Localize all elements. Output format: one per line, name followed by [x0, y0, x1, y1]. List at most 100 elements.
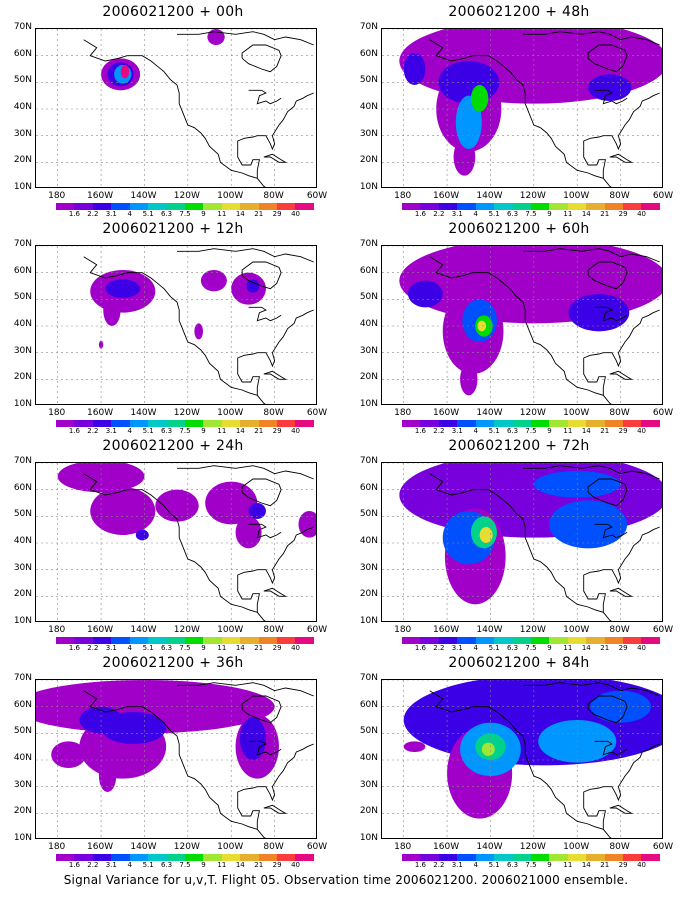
colorbar-swatch: [277, 203, 296, 210]
lat-tick-label: 70N: [359, 456, 378, 466]
lat-tick-label: 20N: [13, 806, 32, 817]
colorbar-label: 40: [637, 210, 647, 218]
colorbar: [402, 420, 660, 427]
colorbar-label: 29: [272, 210, 282, 218]
colorbar-label: 29: [618, 427, 628, 435]
colorbar-label: 9: [201, 644, 206, 652]
map-plot-area: [35, 462, 317, 622]
panel-title: 2006021200 + 72h: [448, 438, 590, 454]
colorbar-swatch: [420, 637, 439, 644]
colorbar-label: 3.1: [451, 861, 463, 869]
colorbar-swatch: [586, 203, 605, 210]
coastline: [263, 370, 288, 380]
colorbar-swatch: [129, 420, 149, 427]
colorbar-label: 29: [618, 210, 628, 218]
map-panel: 2006021200 + 12h 10N 20N 30N 40N 50N 60N 70N 180…: [0, 217, 346, 435]
colorbar-label: 1.6: [414, 861, 426, 869]
variance-contour: [207, 29, 225, 45]
colorbar-label: 21: [600, 427, 610, 435]
colorbar: [56, 637, 314, 644]
variance-contour: [205, 481, 258, 525]
colorbar-swatch: [530, 203, 550, 210]
variance-contour: [103, 294, 121, 326]
coastline: [609, 370, 634, 380]
lat-tick-label: 60N: [359, 265, 378, 276]
panel-grid: 2006021200 + 00h 10N 20N 30N 40N 50N 60N 70N 180…: [0, 4, 673, 869]
colorbar-label: 40: [637, 644, 647, 652]
colorbar-label: 4: [473, 644, 478, 652]
colorbar-label: 1.6: [68, 210, 80, 218]
colorbar-label: 14: [235, 644, 245, 652]
lat-tick-label: 60N: [13, 265, 32, 276]
lat-tick-label: 20N: [359, 372, 378, 383]
colorbar-label: 4: [127, 427, 132, 435]
variance-contour: [235, 516, 262, 549]
variance-contour: [239, 717, 266, 760]
colorbar-swatch: [148, 854, 167, 861]
panel-title: 2006021200 + 00h: [102, 4, 244, 20]
colorbar-swatch: [549, 420, 568, 427]
colorbar-label: 5.1: [488, 644, 500, 652]
lat-tick-label: 30N: [359, 345, 378, 356]
colorbar-label: 11: [217, 210, 227, 218]
variance-contour: [568, 294, 630, 332]
colorbar-swatch: [221, 854, 241, 861]
lon-tick-label: 120W: [519, 842, 546, 852]
colorbar-swatch: [184, 854, 204, 861]
colorbar-label: 11: [563, 427, 573, 435]
lat-tick-label: 10N: [13, 182, 32, 192]
colorbar-label: 21: [254, 861, 264, 869]
map-canvas: [382, 680, 662, 838]
lat-tick-label: 40N: [13, 536, 32, 546]
colorbar-label: 11: [563, 210, 573, 218]
map-canvas: [382, 463, 662, 621]
coastline: [583, 363, 606, 396]
lat-tick-label: 70N: [13, 673, 32, 683]
colorbar-label: 21: [600, 210, 610, 218]
colorbar-label: 14: [581, 861, 591, 869]
colorbar-label: 7.5: [525, 427, 537, 435]
colorbar-swatch: [203, 637, 222, 644]
coastline: [237, 92, 314, 151]
colorbar-swatch: [277, 854, 296, 861]
map-plot-area: [381, 679, 663, 839]
colorbar-label: 11: [217, 644, 227, 652]
colorbar-label: 40: [637, 427, 647, 435]
lon-tick-label: 60W: [306, 842, 328, 852]
colorbar-swatch: [221, 420, 241, 427]
colorbar-label: 21: [600, 644, 610, 652]
colorbar-label: 3.1: [105, 210, 117, 218]
colorbar-label: 1.6: [68, 427, 80, 435]
colorbar-label: 7.5: [525, 861, 537, 869]
variance-contour: [470, 85, 489, 112]
colorbar-swatch: [203, 420, 222, 427]
lon-tick-label: 120W: [173, 625, 200, 635]
lon-tick-label: 160W: [433, 842, 460, 852]
colorbar-swatch: [604, 854, 624, 861]
lat-tick-label: 40N: [359, 319, 378, 329]
variance-contour: [90, 487, 156, 535]
colorbar-swatch: [586, 854, 605, 861]
lon-tick-label: 80W: [609, 842, 630, 852]
lon-tick-label: 140W: [130, 842, 157, 852]
colorbar-swatch: [166, 420, 185, 427]
colorbar-swatch: [295, 203, 314, 210]
map-canvas: [382, 29, 662, 187]
lon-tick-label: 60W: [306, 191, 328, 201]
colorbar-swatch: [203, 203, 222, 210]
lat-tick-label: 60N: [359, 48, 378, 59]
lat-tick-label: 20N: [13, 155, 32, 166]
colorbar-swatch: [438, 854, 458, 861]
colorbar-swatch: [166, 854, 185, 861]
colorbar-label: 3.1: [451, 210, 463, 218]
colorbar-swatch: [604, 420, 624, 427]
lat-tick-label: 10N: [359, 616, 378, 626]
coastline: [83, 256, 266, 404]
colorbar-label: 9: [201, 427, 206, 435]
colorbar-swatch: [641, 203, 660, 210]
colorbar-label: 2.2: [87, 861, 99, 869]
colorbar-swatch: [567, 854, 587, 861]
colorbar-swatch: [148, 203, 167, 210]
colorbar-swatch: [567, 420, 587, 427]
colorbar-swatch: [56, 203, 75, 210]
